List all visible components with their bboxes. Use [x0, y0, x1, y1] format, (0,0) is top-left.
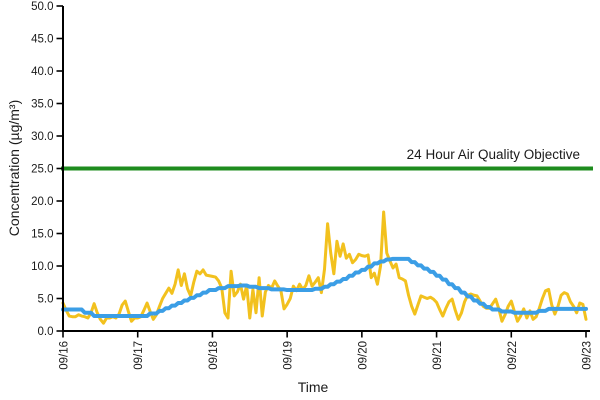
ticks-layer: 0.0 5.0 10.0 15.0 20.0 25.0 30.0 35.0 40.0 45.0 50…	[31, 1, 593, 370]
y-tick-label: 25.0	[31, 164, 53, 176]
x-axis-title: Time	[298, 379, 329, 395]
y-tick-label: 10.0	[31, 261, 53, 273]
x-tick-label: 09/22	[507, 341, 519, 370]
24-hour-rolling-average-line	[61, 256, 588, 319]
objective-label: 24 Hour Air Quality Objective	[407, 147, 580, 162]
x-tick-label: 09/20	[357, 341, 369, 370]
y-tick-label: 35.0	[31, 99, 53, 111]
x-tick-label: 09/18	[208, 341, 220, 370]
x-tick-label: 09/16	[59, 341, 71, 370]
x-tick-label: 09/23	[582, 341, 594, 370]
y-tick-label: 5.0	[38, 294, 54, 306]
y-axis-title: Concentration (µg/m³)	[6, 100, 22, 236]
y-tick-label: 0.0	[38, 326, 54, 338]
x-tick-label: 09/17	[133, 341, 145, 370]
series-layer	[61, 210, 588, 325]
y-tick-label: 30.0	[31, 131, 53, 143]
y-tick-label: 45.0	[31, 34, 53, 46]
y-tick-label: 50.0	[31, 1, 53, 13]
y-tick-label: 15.0	[31, 229, 53, 241]
hourly-concentration-line	[61, 210, 588, 325]
y-tick-label: 40.0	[31, 66, 53, 78]
x-tick-label: 09/19	[283, 341, 295, 370]
y-tick-label: 20.0	[31, 196, 53, 208]
x-tick-label: 09/21	[432, 341, 444, 370]
